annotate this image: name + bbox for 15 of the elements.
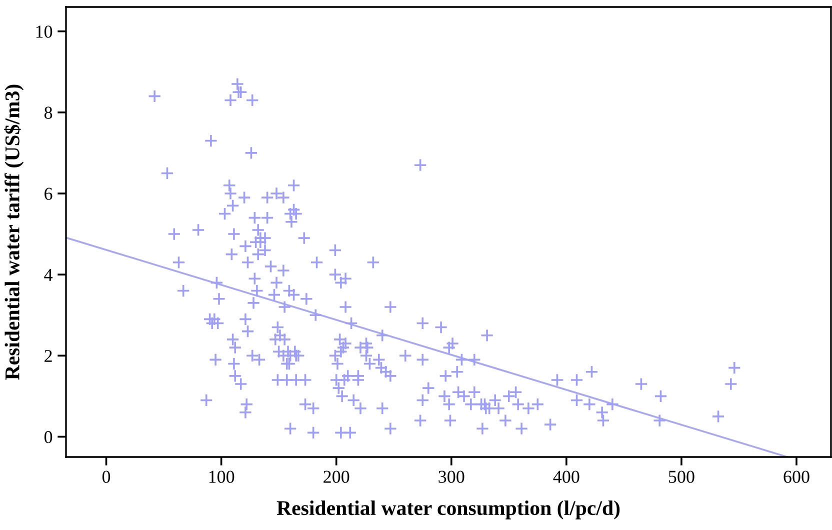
x-axis-title: Residential water consumption (l/pc/d) [276,500,620,520]
x-tick-label: 100 [209,470,234,483]
y-tick-label: 10 [36,26,52,38]
y-tick-label: 2 [44,350,52,362]
y-tick-label: 0 [44,430,52,444]
x-tick-label: 0 [102,470,110,483]
x-tick-label: 300 [438,470,464,483]
x-tick-label: 500 [668,470,694,483]
y-axis-title: Residential water tariff (US$/m3) [4,84,24,380]
x-tick-label: 600 [784,470,810,483]
x-tick-label: 200 [324,470,350,483]
y-tick-label: 4 [44,268,53,281]
y-tick-label: 6 [44,188,52,200]
y-tick-label: 8 [44,106,52,119]
x-tick-label: 400 [553,470,580,483]
